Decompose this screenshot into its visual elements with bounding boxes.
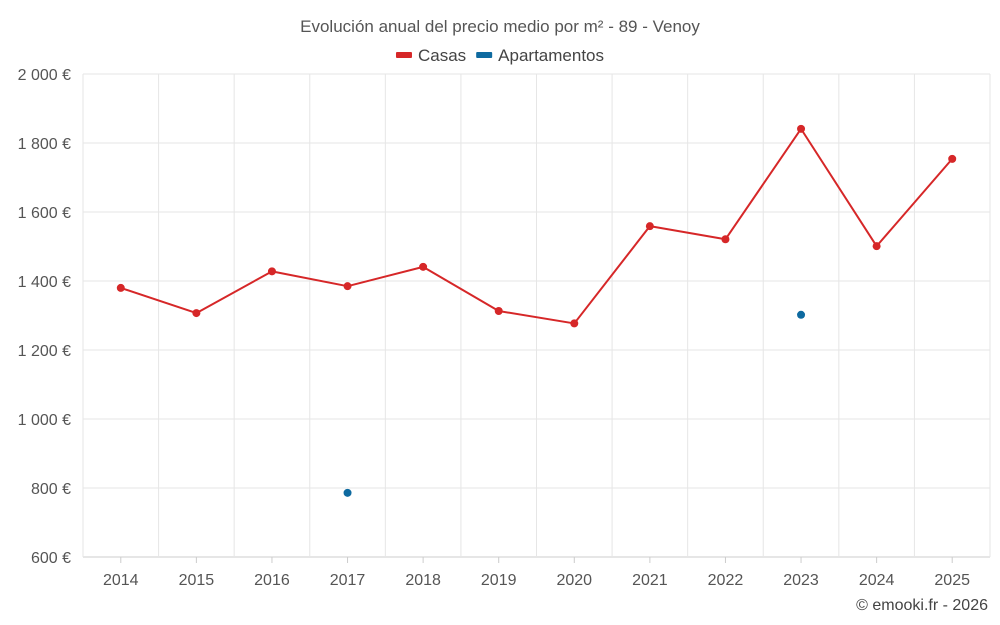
legend-item-casas[interactable]: Casas bbox=[395, 46, 466, 65]
x-tick-label: 2023 bbox=[783, 572, 819, 589]
x-tick-label: 2014 bbox=[103, 572, 139, 589]
data-point-casas[interactable] bbox=[797, 124, 806, 133]
y-tick-label: 1 600 € bbox=[18, 205, 71, 222]
data-point-casas[interactable] bbox=[948, 154, 957, 163]
y-tick-label: 1 000 € bbox=[18, 412, 71, 429]
x-tick-label: 2015 bbox=[179, 572, 215, 589]
data-point-casas[interactable] bbox=[645, 222, 654, 231]
series-line-casas bbox=[120, 127, 953, 325]
x-axis-ticks: 2014 2015 2016 2017 2018 2019 2020 2021 2022 2023… bbox=[103, 557, 970, 589]
data-point-casas[interactable] bbox=[192, 309, 201, 318]
y-tick-label: 600 € bbox=[31, 550, 71, 567]
series-layer bbox=[116, 124, 957, 497]
x-tick-label: 2022 bbox=[708, 572, 744, 589]
legend-item-apartamentos[interactable]: Apartamentos bbox=[476, 46, 604, 65]
data-point-casas[interactable] bbox=[267, 267, 276, 276]
data-point-casas[interactable] bbox=[872, 242, 881, 251]
y-tick-label: 1 800 € bbox=[18, 136, 71, 153]
legend-label: Apartamentos bbox=[498, 46, 604, 65]
y-tick-label: 800 € bbox=[31, 481, 71, 498]
y-tick-label: 1 400 € bbox=[18, 274, 71, 291]
legend-label: Casas bbox=[418, 46, 466, 65]
series-apartamentos bbox=[343, 310, 806, 497]
x-tick-label: 2020 bbox=[556, 572, 592, 589]
x-tick-label: 2018 bbox=[405, 572, 441, 589]
x-tick-label: 2016 bbox=[254, 572, 290, 589]
x-tick-label: 2019 bbox=[481, 572, 517, 589]
legend-swatch bbox=[395, 52, 412, 58]
series-casas bbox=[116, 124, 957, 328]
y-axis-ticks: 600 € 800 € 1 000 € 1 200 € 1 400 € 1 600 € 1 … bbox=[18, 67, 71, 567]
data-point-apartamentos[interactable] bbox=[797, 310, 806, 319]
data-point-casas[interactable] bbox=[494, 307, 503, 316]
x-tick-label: 2025 bbox=[934, 572, 970, 589]
legend: Casas Apartamentos bbox=[395, 46, 604, 65]
chart-title: Evolución anual del precio medio por m² … bbox=[300, 17, 700, 36]
data-point-casas[interactable] bbox=[570, 319, 579, 328]
x-gridlines bbox=[82, 74, 991, 557]
data-point-casas[interactable] bbox=[343, 282, 352, 291]
x-tick-label: 2017 bbox=[330, 572, 366, 589]
data-point-casas[interactable] bbox=[721, 235, 730, 244]
x-tick-label: 2021 bbox=[632, 572, 668, 589]
y-tick-label: 1 200 € bbox=[18, 343, 71, 360]
x-tick-label: 2024 bbox=[859, 572, 895, 589]
data-point-casas[interactable] bbox=[419, 262, 428, 271]
credit-text: © emooki.fr - 2026 bbox=[856, 597, 988, 614]
legend-swatch bbox=[476, 52, 493, 58]
y-tick-label: 2 000 € bbox=[18, 67, 71, 84]
data-point-apartamentos[interactable] bbox=[343, 488, 352, 497]
data-point-casas[interactable] bbox=[116, 283, 125, 292]
